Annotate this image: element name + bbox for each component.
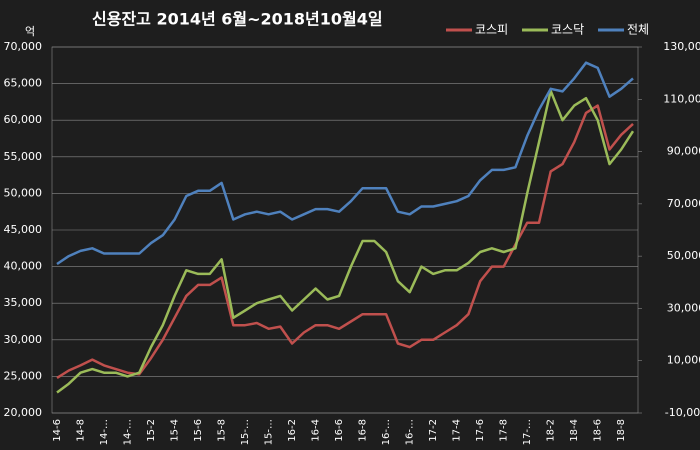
x-tick-label: 14-… [99, 419, 110, 445]
legend-label: 코스피 [475, 23, 508, 37]
x-tick-label: 14-6 [52, 419, 63, 442]
x-tick-label: 15-6 [193, 419, 204, 442]
x-tick-label: 18-4 [569, 419, 580, 442]
x-tick-label: 15-… [264, 419, 275, 445]
legend-label: 전체 [627, 23, 649, 37]
x-tick-label: 16-8 [358, 419, 369, 442]
x-tick-label: 18-6 [593, 419, 604, 442]
y-tick-label: 30,000 [4, 333, 43, 346]
x-tick-label: 16-… [381, 419, 392, 445]
x-tick-label: 16-… [405, 419, 416, 445]
y2-tick-label: 90,000 [667, 145, 700, 158]
x-tick-label: 17-4 [452, 419, 463, 442]
chart-title: 신용잔고 2014년 6월~2018년10월4일 [92, 10, 383, 29]
x-tick-label: 17-… [522, 419, 533, 445]
y-tick-label: 60,000 [4, 113, 43, 126]
y2-tick-label: 110,000 [663, 92, 700, 105]
y-tick-label: 70,000 [4, 40, 43, 53]
y-tick-label: 65,000 [4, 77, 43, 90]
x-tick-label: 17-2 [428, 419, 439, 442]
y2-tick-label: 70,000 [667, 197, 700, 210]
x-tick-label: 18-8 [616, 419, 627, 442]
y-unit: 억 [25, 25, 35, 38]
y2-tick-label: 30,000 [667, 301, 700, 314]
series-line [56, 104, 634, 379]
y-tick-label: 50,000 [4, 186, 43, 199]
y-tick-label: 35,000 [4, 296, 43, 309]
x-tick-label: 16-6 [334, 419, 345, 442]
x-tick-label: 16-2 [287, 419, 298, 442]
y-tick-label: 55,000 [4, 150, 43, 163]
x-tick-label: 15-8 [217, 419, 228, 442]
legend-label: 코스닥 [551, 23, 584, 37]
x-tick-label: 15-4 [170, 419, 181, 442]
y-tick-label: 25,000 [4, 369, 43, 382]
y2-tick-label: 130,000 [663, 40, 700, 53]
x-tick-label: 17-8 [499, 419, 510, 442]
y-tick-label: 45,000 [4, 223, 43, 236]
series-line [56, 61, 634, 266]
y2-tick-label: -10,000 [665, 406, 700, 419]
x-tick-label: 15-… [240, 419, 251, 445]
x-tick-label: 17-6 [475, 419, 486, 442]
y2-tick-label: 10,000 [667, 354, 700, 367]
y2-tick-label: 50,000 [667, 249, 700, 262]
x-tick-label: 14-8 [76, 419, 87, 442]
x-tick-label: 18-2 [546, 419, 557, 442]
x-tick-label: 15-2 [146, 419, 157, 442]
y-tick-label: 20,000 [4, 406, 43, 419]
series-line [56, 89, 635, 394]
x-tick-label: 14-… [123, 419, 134, 445]
x-tick-label: 16-4 [311, 419, 322, 442]
y-tick-label: 40,000 [4, 260, 43, 273]
